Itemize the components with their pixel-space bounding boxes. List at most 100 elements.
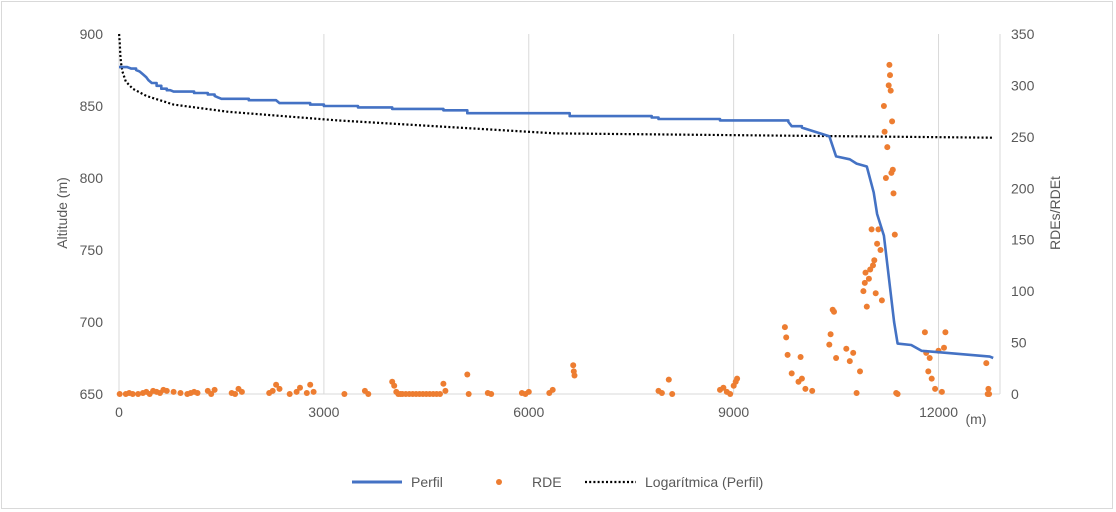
- y2-tick-label: 150: [1011, 232, 1035, 248]
- rde-point: [926, 355, 933, 361]
- grid-layer: [323, 34, 1001, 394]
- rde-point: [881, 128, 888, 135]
- rde-point: [727, 391, 734, 397]
- trend-line: [118, 33, 994, 139]
- rde-point: [942, 329, 949, 336]
- legend-perfil-label: Perfil: [411, 474, 443, 490]
- rde-point: [570, 362, 577, 369]
- series-layer: [116, 33, 994, 397]
- rde-point: [884, 144, 891, 151]
- y2-tick-label: 350: [1011, 26, 1035, 42]
- rde-point: [273, 381, 280, 388]
- y-tick-label: 750: [80, 242, 104, 258]
- rde-point: [890, 190, 897, 197]
- rde-point: [211, 386, 218, 393]
- rde-point: [891, 231, 898, 238]
- rde-point: [720, 384, 727, 391]
- rde-point: [862, 269, 869, 276]
- rde-point: [831, 308, 837, 315]
- rde-point: [925, 368, 932, 375]
- x-axis-unit: (m): [966, 411, 987, 427]
- rde-point: [665, 376, 672, 383]
- rde-point: [871, 257, 878, 264]
- y-tick-label: 650: [80, 386, 104, 402]
- rde-point: [802, 385, 809, 392]
- rde-point: [843, 345, 850, 352]
- rde-point: [983, 360, 990, 367]
- legend-rde-label: RDE: [532, 474, 562, 490]
- rde-point: [658, 390, 665, 396]
- rde-point: [293, 388, 300, 395]
- x-tick-label: 12000: [919, 404, 958, 420]
- rde-point: [177, 390, 184, 396]
- rde-point: [269, 387, 276, 394]
- rde-point: [870, 262, 876, 269]
- rde-point: [886, 61, 893, 68]
- rde-point: [865, 275, 872, 282]
- y2-tick-label: 0: [1011, 386, 1019, 402]
- rde-point: [135, 391, 142, 397]
- rde-point: [437, 391, 443, 397]
- axis-layer: 0 3000 6000 9000 120006507007508008509000501…: [80, 26, 1035, 420]
- rde-point: [809, 387, 816, 394]
- x-tick-label: 0: [115, 404, 123, 420]
- legend-rde-swatch: [496, 479, 502, 485]
- legend-trend-label: Logarítmica (Perfil): [645, 474, 763, 490]
- rde-point: [889, 118, 896, 125]
- perfil-line: [119, 65, 994, 360]
- rde-point: [525, 388, 532, 395]
- rde-point: [464, 371, 471, 378]
- rde-point: [878, 297, 885, 304]
- y-tick-label: 900: [80, 26, 104, 42]
- rde-point: [465, 391, 472, 397]
- y2-tick-label: 200: [1011, 180, 1035, 196]
- y-axis-title: Altitude (m): [54, 177, 70, 249]
- rde-point: [116, 391, 123, 397]
- rde-point: [307, 381, 314, 388]
- rde-point: [885, 82, 892, 89]
- rde-point: [826, 341, 833, 348]
- rde-point: [941, 344, 947, 351]
- y-tick-label: 800: [80, 170, 104, 186]
- rde-point: [669, 391, 676, 397]
- rde-point: [571, 372, 578, 379]
- rde-point: [163, 387, 170, 394]
- rde-point: [861, 279, 868, 286]
- rde-point: [880, 103, 887, 109]
- rde-point: [846, 358, 853, 365]
- rde-point: [276, 385, 283, 392]
- rde-point: [303, 390, 310, 396]
- rde-point: [827, 331, 834, 338]
- rde-point: [442, 387, 449, 394]
- rde-point: [872, 290, 879, 297]
- rde-point: [986, 391, 993, 397]
- y2-tick-label: 250: [1011, 129, 1035, 145]
- rde-point: [232, 391, 239, 397]
- rde-point: [310, 388, 317, 395]
- rde-point: [882, 175, 889, 181]
- rde-point: [286, 391, 293, 397]
- x-tick-label: 6000: [513, 404, 544, 420]
- rde-point: [887, 87, 894, 94]
- rde-point: [391, 382, 398, 389]
- y-tick-label: 850: [80, 98, 104, 114]
- x-tick-label: 3000: [308, 404, 339, 420]
- rde-point: [341, 391, 348, 397]
- rde-point: [860, 288, 867, 295]
- rde-point: [938, 388, 945, 395]
- rde-point: [297, 384, 303, 391]
- rde-point: [887, 72, 893, 79]
- rde-point: [488, 391, 495, 397]
- rde-point: [783, 334, 790, 341]
- x-tick-label: 9000: [718, 404, 749, 420]
- rde-point: [798, 375, 805, 382]
- rde-point: [863, 303, 870, 310]
- rde-point: [549, 386, 556, 393]
- rde-point: [921, 329, 928, 336]
- rde-point: [440, 380, 447, 387]
- y2-axis-title: RDEs/RDEt: [1047, 176, 1063, 250]
- y-tick-label: 700: [80, 314, 104, 330]
